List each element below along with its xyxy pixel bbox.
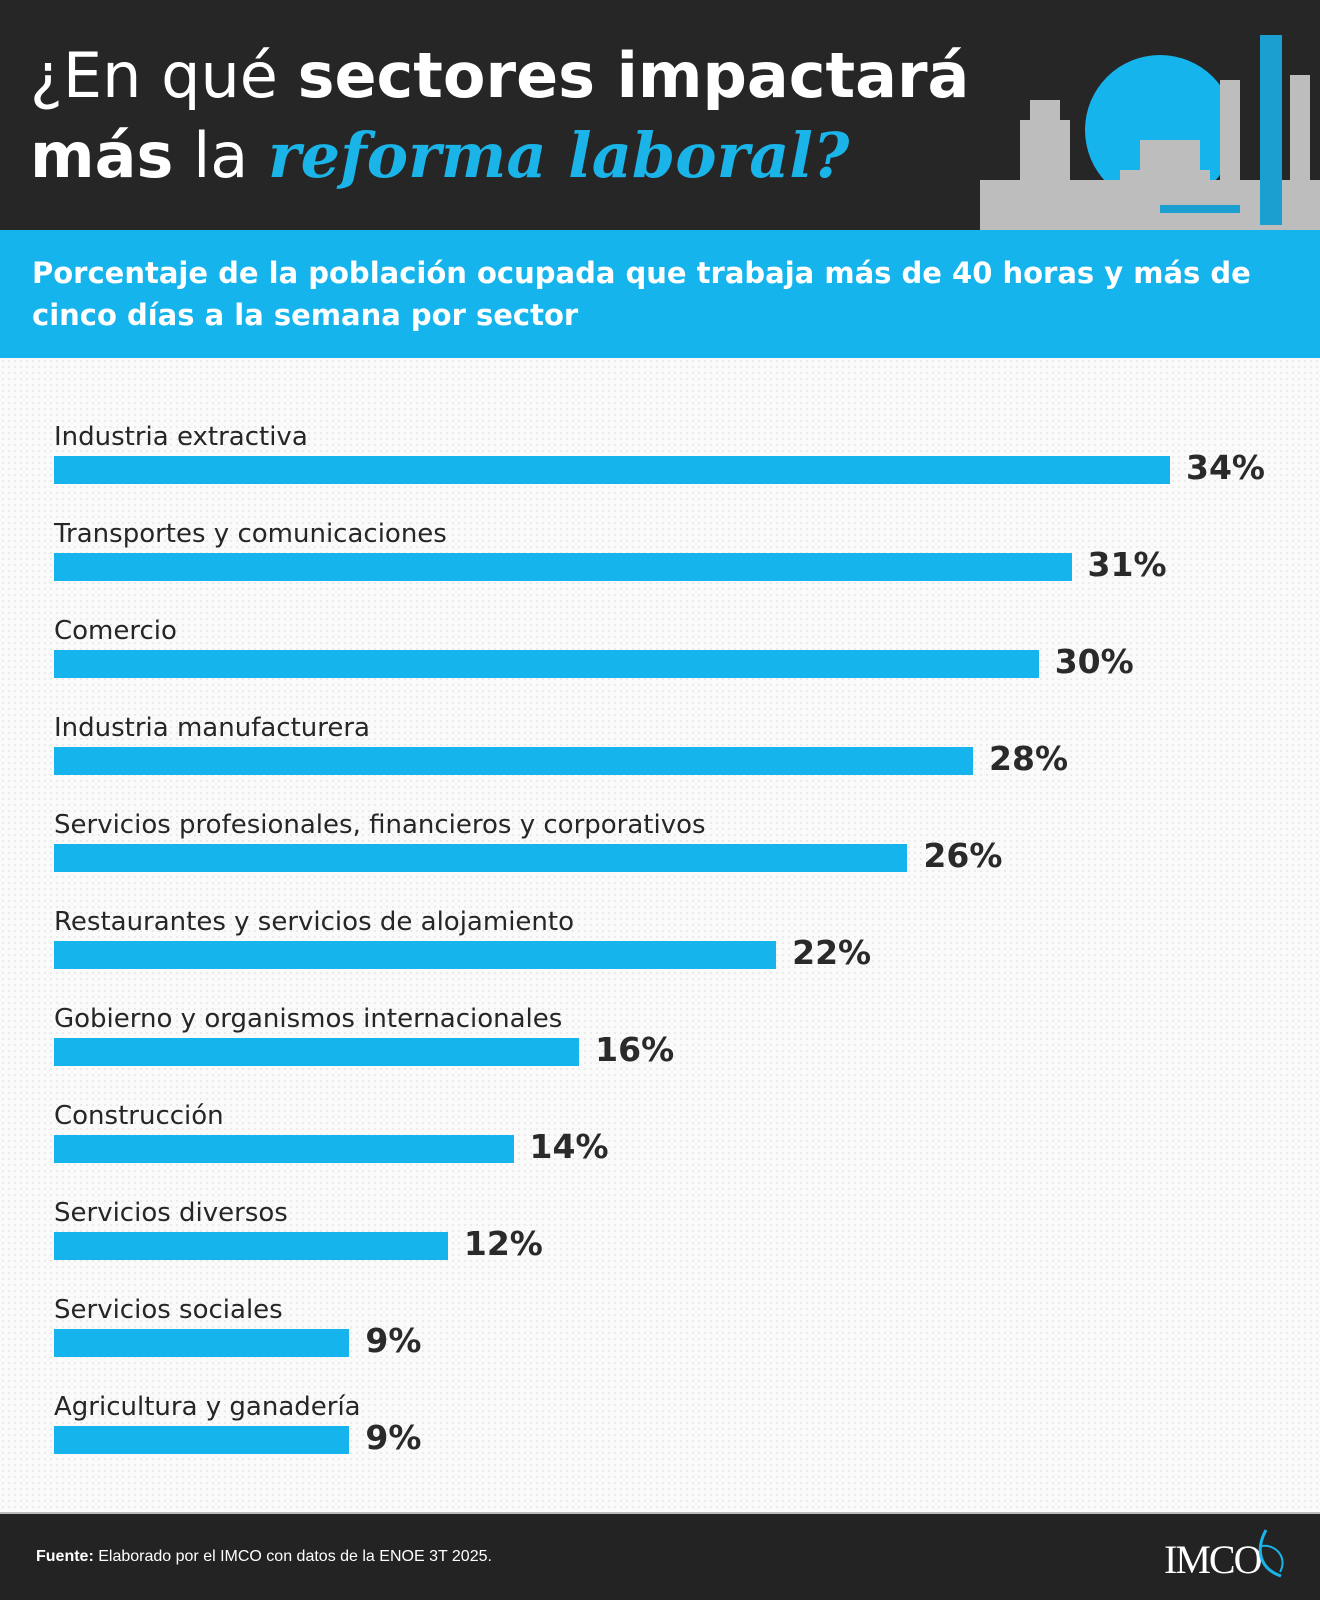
bar-row: Comercio 30%	[54, 616, 1294, 706]
bar	[54, 456, 1170, 484]
imco-logo: IMCO	[1164, 1528, 1294, 1584]
source-text: Elaborado por el IMCO con datos de la EN…	[93, 1548, 492, 1565]
category-label: Servicios profesionales, financieros y c…	[54, 810, 706, 840]
value-label: 12%	[463, 1224, 543, 1263]
value-label: 31%	[1087, 545, 1167, 584]
bar-row: Servicios profesionales, financieros y c…	[54, 810, 1294, 900]
factory-illustration	[980, 35, 1320, 230]
source-note: Fuente: Elaborado por el IMCO con datos …	[36, 1548, 492, 1566]
bar	[54, 1038, 580, 1066]
title-bold: sectores impactará	[297, 39, 970, 112]
title-accent: reforma laboral?	[268, 119, 850, 192]
value-label: 14%	[529, 1127, 609, 1166]
value-label: 28%	[989, 739, 1069, 778]
category-label: Agricultura y ganadería	[54, 1392, 361, 1422]
category-label: Comercio	[54, 616, 177, 646]
value-label: 26%	[923, 836, 1003, 875]
bar-row: Transportes y comunicaciones 31%	[54, 519, 1294, 609]
bar-row: Industria extractiva 34%	[54, 422, 1294, 512]
title-text: ¿En qué	[30, 39, 298, 112]
value-label: 9%	[365, 1321, 422, 1360]
bar	[54, 941, 777, 969]
title-bold: más	[30, 119, 174, 192]
bar	[54, 650, 1039, 678]
category-label: Industria manufacturera	[54, 713, 370, 743]
source-label: Fuente:	[36, 1548, 94, 1565]
bar	[54, 1329, 350, 1357]
category-label: Servicios diversos	[54, 1198, 288, 1228]
bar-row: Agricultura y ganadería 9%	[54, 1392, 1294, 1482]
bar-row: Servicios sociales 9%	[54, 1295, 1294, 1385]
category-label: Transportes y comunicaciones	[54, 519, 447, 549]
bar-row: Gobierno y organismos internacionales 16…	[54, 1004, 1294, 1094]
bar	[54, 553, 1072, 581]
bar-row: Industria manufacturera 28%	[54, 713, 1294, 803]
category-label: Gobierno y organismos internacionales	[54, 1004, 563, 1034]
logo-text: IMCO	[1164, 1537, 1262, 1582]
bar	[54, 1135, 514, 1163]
bar-chart: Industria extractiva 34% Transportes y co…	[0, 358, 1320, 1512]
logo-swirl-icon	[1258, 1529, 1284, 1578]
bar	[54, 747, 974, 775]
value-label: 16%	[595, 1030, 675, 1069]
category-label: Industria extractiva	[54, 422, 308, 452]
chart-subtitle: Porcentaje de la población ocupada que t…	[32, 256, 1251, 332]
category-label: Restaurantes y servicios de alojamiento	[54, 907, 574, 937]
category-label: Construcción	[54, 1101, 224, 1131]
title-text: la	[173, 119, 268, 192]
bar	[54, 844, 908, 872]
value-label: 34%	[1186, 448, 1265, 487]
value-label: 22%	[792, 933, 872, 972]
page-title: ¿En qué sectores impactará más la reform…	[30, 36, 969, 196]
value-label: 9%	[365, 1418, 422, 1457]
value-label: 30%	[1054, 642, 1134, 681]
bar-row: Construcción 14%	[54, 1101, 1294, 1191]
bar-row: Restaurantes y servicios de alojamiento …	[54, 907, 1294, 997]
header: ¿En qué sectores impactará más la reform…	[0, 0, 1320, 230]
bar	[54, 1232, 448, 1260]
bar	[54, 1426, 350, 1454]
bar-row: Servicios diversos 12%	[54, 1198, 1294, 1288]
category-label: Servicios sociales	[54, 1295, 283, 1325]
footer: Fuente: Elaborado por el IMCO con datos …	[0, 1512, 1320, 1600]
subtitle-band: Porcentaje de la población ocupada que t…	[0, 230, 1320, 358]
